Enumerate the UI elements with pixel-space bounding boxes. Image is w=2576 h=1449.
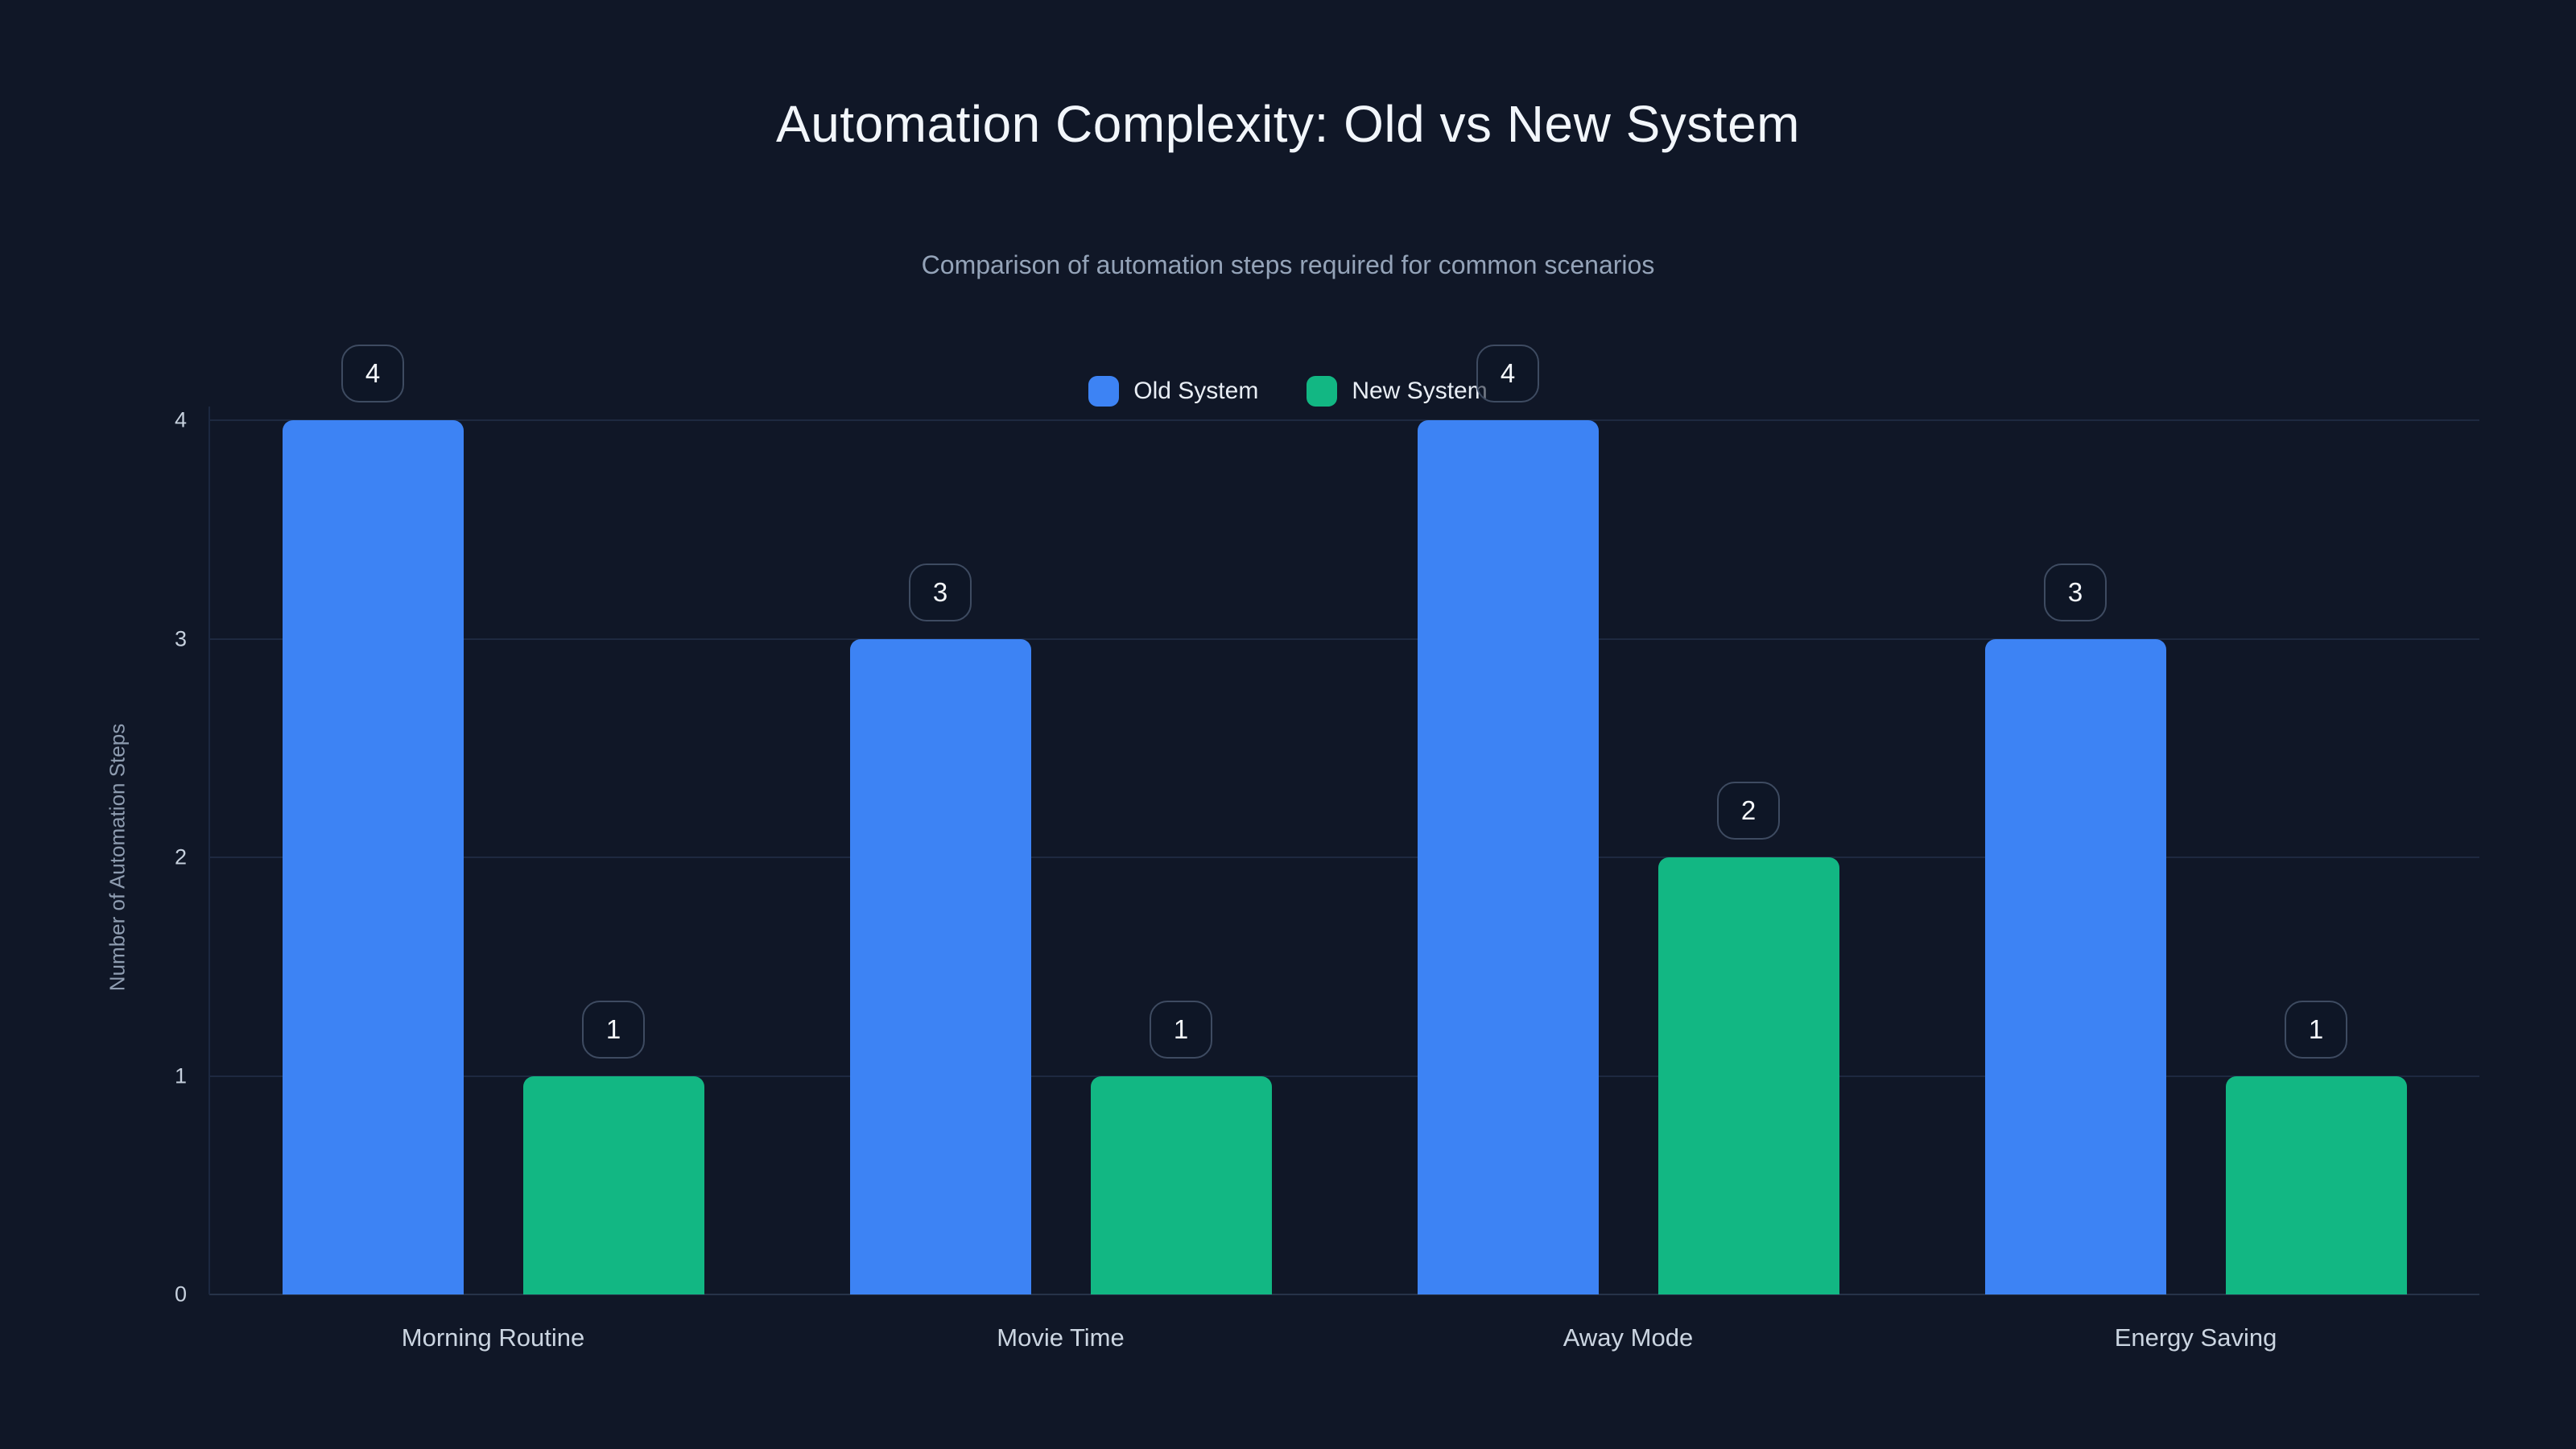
y-tick-label-4: 4 xyxy=(174,407,187,432)
x-category-label-energy-saving: Energy Saving xyxy=(2114,1323,2277,1352)
legend-label-old-system: Old System xyxy=(1133,378,1259,404)
gridline-y-1 xyxy=(209,1075,2479,1077)
legend-item-new-system[interactable]: New System xyxy=(1307,376,1488,407)
value-badge-old-system-away-mode: 4 xyxy=(1476,345,1539,402)
legend-item-old-system[interactable]: Old System xyxy=(1088,376,1258,407)
gridline-y-3 xyxy=(209,638,2479,640)
x-category-label-morning-routine: Morning Routine xyxy=(401,1323,585,1352)
gridline-y-4 xyxy=(209,419,2479,421)
value-badge-new-system-energy-saving: 1 xyxy=(2285,1000,2347,1059)
x-category-label-movie-time: Movie Time xyxy=(997,1323,1125,1352)
value-badge-old-system-energy-saving: 3 xyxy=(2044,563,2107,621)
bar-new-system-away-mode xyxy=(1657,857,1839,1294)
bar-new-system-energy-saving xyxy=(2225,1075,2407,1294)
y-tick-label-1: 1 xyxy=(174,1063,187,1088)
chart-legend: Old System New System xyxy=(0,369,2576,414)
gridline-y-0 xyxy=(209,1294,2479,1295)
bar-old-system-energy-saving xyxy=(1984,638,2166,1294)
value-badge-old-system-movie-time: 3 xyxy=(909,563,972,621)
bar-old-system-away-mode xyxy=(1417,420,1599,1294)
y-tick-label-3: 3 xyxy=(174,626,187,650)
chart-title: Automation Complexity: Old vs New System xyxy=(776,95,1800,153)
y-axis-line xyxy=(208,407,210,1294)
bar-old-system-movie-time xyxy=(849,638,1031,1294)
bar-new-system-morning-routine xyxy=(522,1075,704,1294)
legend-label-new-system: New System xyxy=(1352,378,1488,404)
bar-old-system-morning-routine xyxy=(282,420,464,1294)
legend-swatch-new-system xyxy=(1307,376,1338,407)
value-badge-new-system-movie-time: 1 xyxy=(1150,1000,1212,1059)
y-tick-label-2: 2 xyxy=(174,844,187,869)
value-badge-new-system-morning-routine: 1 xyxy=(582,1000,645,1059)
value-badge-new-system-away-mode: 2 xyxy=(1717,782,1780,840)
chart-subtitle: Comparison of automation steps required … xyxy=(921,250,1655,279)
gridline-y-2 xyxy=(209,857,2479,858)
value-badge-old-system-morning-routine: 4 xyxy=(341,345,404,402)
legend-swatch-old-system xyxy=(1088,376,1120,407)
x-category-label-away-mode: Away Mode xyxy=(1563,1323,1694,1352)
y-tick-label-0: 0 xyxy=(174,1282,187,1307)
bar-new-system-movie-time xyxy=(1090,1075,1272,1294)
